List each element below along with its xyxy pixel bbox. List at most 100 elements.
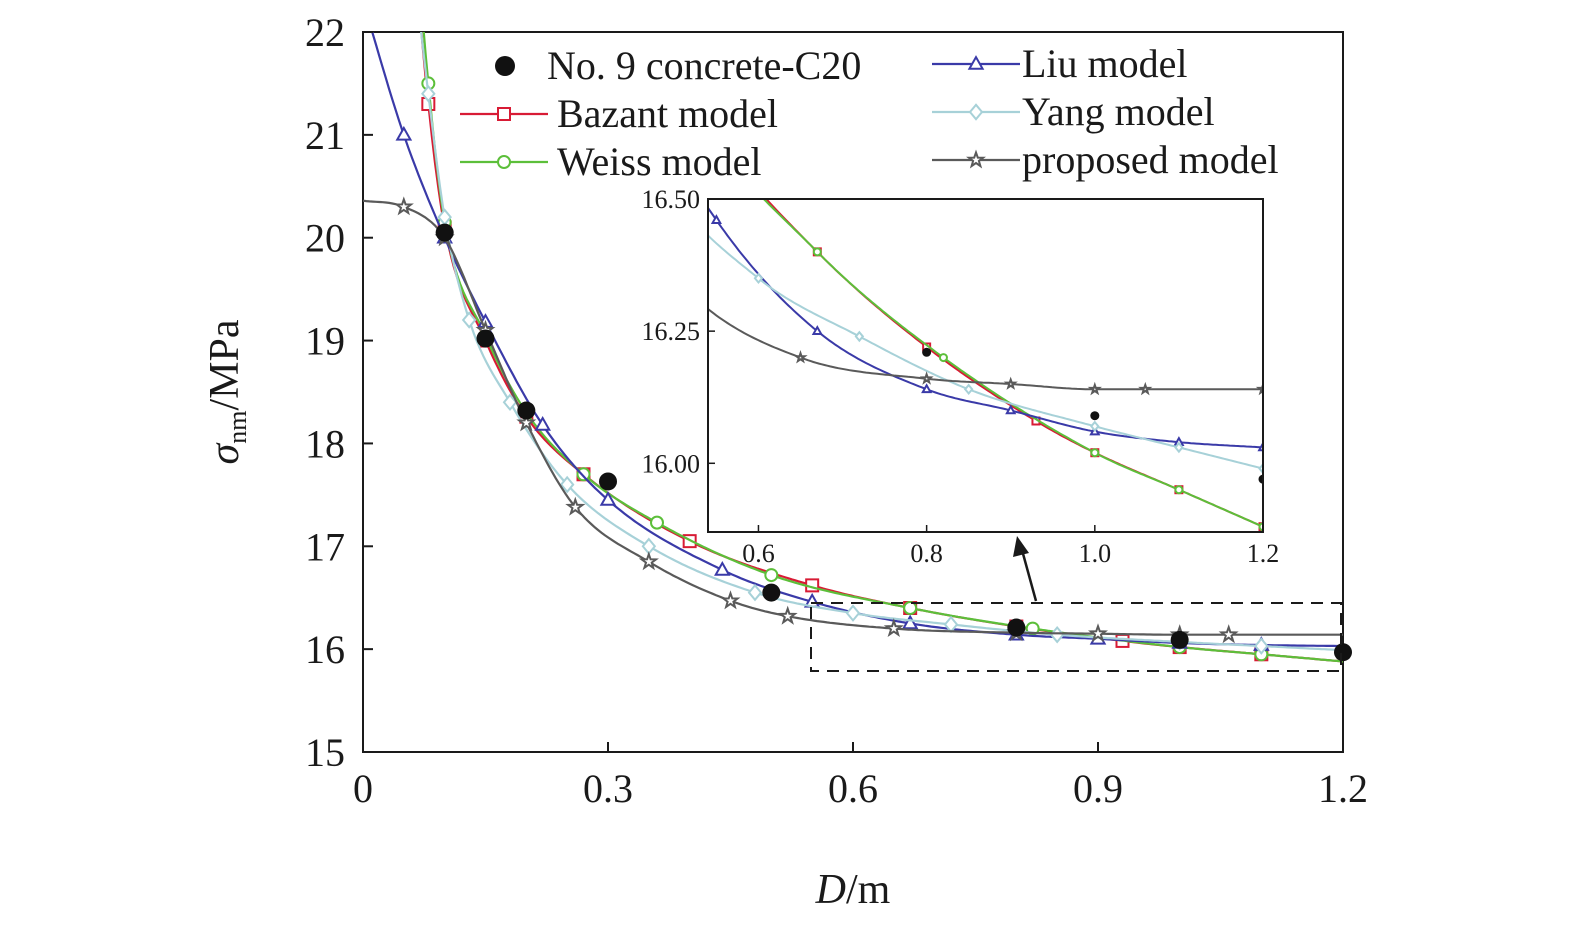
liu-model-inset-marker — [921, 383, 933, 394]
legend-label: Weiss model — [557, 139, 762, 184]
y-axis-title: σnm/MPa — [202, 319, 252, 464]
proposed-model-inset-marker — [1255, 381, 1263, 396]
weiss-model-inset-marker — [1090, 448, 1100, 458]
legend-marker — [968, 103, 984, 121]
yang-model-marker — [747, 583, 763, 602]
yang-model-marker — [1049, 625, 1065, 644]
inset-frame-bg — [708, 199, 1263, 532]
main-experimental-points — [435, 223, 1352, 662]
zoom-region-box — [810, 602, 1342, 672]
y-tick-label: 18 — [305, 421, 345, 466]
experiment-point — [1334, 643, 1352, 662]
legend-label: Liu model — [1022, 41, 1188, 86]
weiss-model-marker — [903, 601, 918, 615]
yang-model-marker — [461, 311, 477, 329]
zoom-arrow — [1020, 549, 1038, 602]
proposed-model-marker — [393, 196, 414, 216]
experiment-point — [1170, 630, 1189, 649]
weiss-model-marker — [650, 515, 664, 530]
y-tick-label: 19 — [305, 319, 345, 364]
inset-x-tick-label: 0.6 — [742, 539, 775, 568]
inset-y-tick-label: 16.00 — [642, 449, 701, 478]
liu-model-marker — [599, 491, 617, 506]
inset-x-tick-label: 1.0 — [1079, 539, 1112, 568]
x-axis-title: D/m — [815, 867, 891, 913]
yang-model-inset-marker — [753, 272, 764, 285]
inset-y-ticks: 16.00 16.25 16.50 — [642, 185, 715, 478]
x-tick-label: 1.2 — [1318, 766, 1368, 811]
legend-marker — [497, 155, 511, 169]
inset-curves — [708, 199, 1263, 532]
proposed-model-inset-marker — [919, 371, 934, 385]
liu-model-marker — [901, 614, 919, 630]
experiment-point — [599, 472, 617, 491]
legend-marker — [497, 107, 511, 121]
inset-x-ticks: 0.6 0.8 1.0 1.2 — [742, 525, 1279, 568]
proposed-model-marker — [638, 551, 659, 571]
weiss-model-inset-marker — [1174, 485, 1184, 495]
inset-x-tick-label: 1.2 — [1247, 539, 1280, 568]
experiment-point — [1007, 618, 1026, 637]
weiss-model-marker — [576, 467, 591, 482]
experiment-inset-point — [922, 347, 932, 357]
inset-y-tick-label: 16.25 — [642, 317, 701, 346]
weiss-model-inset-curve — [762, 199, 1263, 528]
legend-label: Yang model — [1022, 89, 1215, 134]
experiment-inset-point — [1258, 474, 1263, 484]
liu-model-inset-curve — [708, 207, 1263, 449]
x-tick-label: 0 — [353, 766, 373, 811]
experiment-point — [476, 329, 495, 348]
proposed-model-inset-marker — [1003, 376, 1018, 390]
legend-marker — [967, 55, 985, 70]
yang-model-marker — [845, 604, 861, 622]
legend-marker-experiment — [495, 56, 515, 76]
weiss-model-inset-marker — [812, 247, 822, 257]
proposed-model-marker — [565, 496, 586, 516]
y-tick-label: 20 — [305, 216, 345, 261]
proposed-model-inset-marker — [1138, 381, 1153, 396]
x-tick-label: 0.9 — [1073, 766, 1123, 811]
experiment-point — [762, 583, 781, 602]
liu-model-marker — [395, 125, 413, 141]
y-tick-label: 22 — [305, 10, 345, 55]
proposed-model-marker — [1218, 624, 1239, 644]
x-tick-label: 0.6 — [828, 766, 878, 811]
yang-model-marker — [1254, 637, 1269, 655]
proposed-model-inset-marker — [1087, 381, 1102, 396]
yang-model-inset-marker — [1090, 420, 1100, 433]
inset-y-tick-label: 16.50 — [642, 185, 701, 214]
experiment-inset-point — [1090, 411, 1100, 421]
yang-model-inset-curve — [708, 234, 1263, 470]
proposed-model-marker — [883, 618, 904, 638]
svg-text:σnm/MPa: σnm/MPa — [202, 319, 252, 464]
y-tick-label: 21 — [305, 113, 345, 158]
yang-model-marker — [559, 475, 575, 494]
liu-model-inset-marker — [1005, 404, 1017, 415]
weiss-model-inset-marker — [938, 353, 948, 363]
y-tick-label: 17 — [305, 524, 345, 569]
zoom-arrow-head — [1013, 536, 1029, 557]
yang-model-inset-marker — [963, 383, 974, 396]
liu-model-inset-marker — [710, 214, 722, 224]
proposed-model-marker — [777, 605, 798, 625]
yang-model-inset-marker — [1174, 441, 1184, 454]
experiment-point — [435, 223, 454, 242]
legend-label: Bazant model — [557, 91, 778, 136]
inset-frame — [707, 198, 1264, 533]
legend-label: No. 9 concrete-C20 — [547, 43, 861, 88]
legend-marker — [966, 149, 986, 169]
yang-model-marker — [502, 393, 518, 412]
x-axis-ticks: 0 0.3 0.6 0.9 1.2 — [353, 742, 1368, 811]
liu-model-marker — [714, 561, 731, 576]
yang-model-marker — [421, 84, 436, 103]
experiment-point — [517, 401, 536, 420]
inset-x-tick-label: 0.8 — [910, 539, 943, 568]
proposed-model-marker — [516, 412, 537, 432]
y-tick-label: 16 — [305, 627, 345, 672]
liu-model-marker — [534, 415, 551, 431]
proposed-model-marker — [720, 590, 741, 610]
y-tick-label: 15 — [305, 730, 345, 775]
legend-label: proposed model — [1022, 137, 1279, 182]
liu-model-inset-marker — [811, 325, 823, 335]
